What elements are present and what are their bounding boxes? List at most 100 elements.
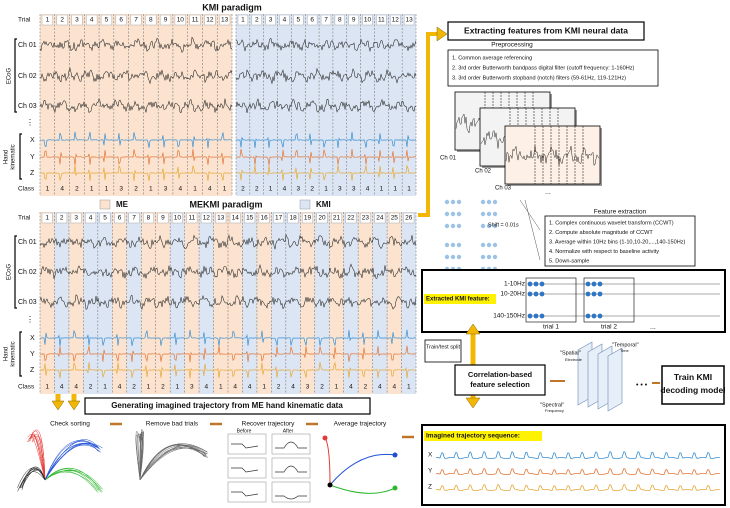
highlight <box>424 294 496 304</box>
mini-trace <box>275 495 307 500</box>
band-label: 140-150Hz <box>493 313 525 320</box>
trial-cell <box>71 14 83 26</box>
signal-trace <box>39 329 416 347</box>
trial-band <box>54 212 69 394</box>
trial-band <box>187 14 203 196</box>
channel-label: Ch 03 <box>495 186 512 192</box>
class-number: 1 <box>90 186 94 193</box>
trial-label: trial 2 <box>601 324 617 331</box>
trial-band <box>277 14 292 196</box>
channel-label: Z <box>30 170 35 177</box>
trial-cell <box>128 212 140 224</box>
band-label: 1-10Hz <box>504 281 525 288</box>
trial-number: 7 <box>324 17 328 24</box>
class-number: 1 <box>103 384 107 391</box>
sequence-trace <box>435 467 721 476</box>
trial-cell <box>70 212 82 224</box>
class-number: 1 <box>45 384 49 391</box>
feature-dot <box>480 223 486 229</box>
class-number: 2 <box>89 384 93 391</box>
endpoint <box>392 485 398 491</box>
class-number: 2 <box>320 384 324 391</box>
trajectory-curve <box>139 431 143 481</box>
trial-number: 8 <box>149 17 153 24</box>
feature-dot <box>539 281 545 287</box>
trial-cell <box>334 14 345 26</box>
legend-swatch <box>99 199 111 210</box>
class-number: 1 <box>324 186 328 193</box>
model-box <box>661 365 725 405</box>
feature-dot <box>585 313 591 319</box>
trial-band <box>84 14 100 196</box>
feature-dot <box>480 242 486 248</box>
trajectory-curve <box>44 440 100 481</box>
panel-title: MEKMI paradigm <box>189 199 262 209</box>
trial-number: 9 <box>352 17 356 24</box>
trial-band <box>97 212 113 394</box>
trial-band <box>346 14 361 196</box>
class-number: 4 <box>233 384 237 391</box>
trial-band <box>141 212 156 394</box>
class-number: 4 <box>366 186 370 193</box>
trial-number: 4 <box>90 17 94 24</box>
trial-number: 13 <box>217 215 225 222</box>
class-number: 3 <box>119 186 123 193</box>
split-label: Train/test split <box>426 344 461 350</box>
feature-dot <box>456 211 462 217</box>
trajectory-curve <box>138 434 143 481</box>
trial-band <box>236 14 250 196</box>
signal-trace <box>235 164 416 181</box>
feature-dot <box>527 291 533 297</box>
trial-cell <box>41 212 53 224</box>
trial-number: 9 <box>164 17 168 24</box>
trial-number: 7 <box>134 17 138 24</box>
step-text: 5. Down-sample <box>549 258 589 264</box>
feature-dot <box>597 281 603 287</box>
feature-dot <box>456 199 462 205</box>
trial-cell <box>390 14 401 26</box>
trial-number: 1 <box>241 17 245 24</box>
selection-line: Correlation-based <box>468 370 533 379</box>
trial-cell <box>287 212 299 224</box>
class-number: 1 <box>176 384 180 391</box>
feature-dot <box>486 242 492 248</box>
legend-label: ME <box>116 200 129 209</box>
endpoint <box>392 452 398 458</box>
trajectory-curve <box>17 468 46 492</box>
header-box <box>447 21 645 41</box>
feature-dot <box>456 242 462 248</box>
sequence-label: Imagined trajectory sequence: <box>426 433 520 440</box>
trial-number: 1 <box>46 17 50 24</box>
trial-cell <box>171 212 183 224</box>
axis-label: kinematic <box>11 144 17 169</box>
trajectory-curve <box>19 466 46 489</box>
class-number: 4 <box>392 384 396 391</box>
class-number: 4 <box>74 384 78 391</box>
trial-number: 12 <box>392 17 400 24</box>
trial-cell <box>359 212 371 224</box>
class-number: 1 <box>262 384 266 391</box>
signal-trace <box>39 294 417 310</box>
trial-cell <box>316 212 328 224</box>
feature-dot <box>444 242 450 248</box>
channel-label: Ch 01 <box>440 156 457 162</box>
row-label: Trial <box>18 215 31 222</box>
bracket <box>14 235 17 309</box>
feature-dot <box>444 223 450 229</box>
step-text: 1. Common average referencing <box>452 55 532 61</box>
class-number: 1 <box>407 384 411 391</box>
trial-number: 12 <box>206 17 214 24</box>
trial-frame <box>525 277 577 323</box>
trial-cell <box>200 212 212 224</box>
feature-dot <box>585 291 591 297</box>
trajectory-curve <box>139 445 207 481</box>
feature-dot <box>492 211 498 217</box>
trial-number: 3 <box>75 17 79 24</box>
feature-dot <box>450 223 456 229</box>
trial-number: 8 <box>147 215 151 222</box>
dim-label: Frequency <box>545 408 564 413</box>
trial-cell <box>100 14 113 26</box>
trial-number: 10 <box>174 215 182 222</box>
trial-number: 6 <box>119 17 123 24</box>
